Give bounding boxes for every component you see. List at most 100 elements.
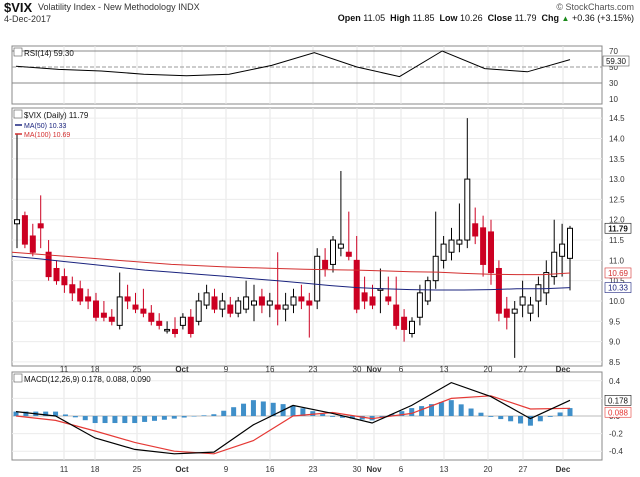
candle-body: [298, 296, 305, 302]
price-tick-label: 12.0: [609, 216, 625, 225]
macd-histogram-bar: [43, 411, 49, 416]
price-tick-label: 11.5: [609, 236, 625, 245]
x-tick-label-price: 6: [399, 365, 404, 374]
x-tick-label-price: 27: [519, 365, 528, 374]
chart-header: $VIX Volatility Index - New Methodology …: [0, 0, 640, 26]
candle-body: [45, 251, 52, 278]
candle-body: [440, 243, 447, 261]
candle-body: [385, 296, 392, 302]
macd-histogram-bar: [359, 416, 365, 420]
candle-body: [503, 308, 510, 318]
candle-body: [179, 316, 186, 326]
candle-body: [148, 312, 155, 322]
x-tick-label-price: 23: [309, 365, 318, 374]
x-tick-label-macd: 27: [519, 465, 528, 474]
candle-body: [164, 328, 171, 332]
chg-value: +0.36 (+3.15%): [571, 13, 634, 23]
signal-value-tag-text: 0.088: [608, 408, 629, 417]
candle-body: [519, 296, 526, 306]
candle-body: [85, 296, 92, 302]
candle-body: [369, 296, 376, 306]
macd-histogram-bar: [379, 416, 385, 418]
macd-histogram-bar: [300, 408, 306, 416]
macd-histogram-bar: [478, 412, 484, 416]
candle-body: [116, 296, 123, 326]
candle-body: [37, 223, 44, 229]
candle-body: [495, 267, 502, 314]
rsi-series-line: [15, 50, 571, 78]
macd-histogram-bar: [102, 416, 108, 424]
macd-histogram-bar: [488, 416, 494, 417]
candle-body: [511, 308, 518, 314]
symbol-description: Volatility Index - New Methodology INDX: [38, 2, 200, 12]
x-tick-label-price: 13: [440, 365, 449, 374]
macd-histogram-bar: [498, 416, 504, 420]
stockcharts-watermark: © StockCharts.com: [556, 2, 634, 12]
macd-histogram-bar: [310, 411, 316, 416]
candle-body: [401, 316, 408, 330]
candle-body: [551, 251, 558, 278]
candle-body: [203, 292, 210, 306]
price-legend-main: $VIX (Daily) 11.79: [24, 111, 89, 120]
macd-histogram-bar: [241, 403, 247, 416]
x-tick-label-price: Dec: [556, 365, 571, 374]
macd-histogram-bar: [448, 400, 454, 416]
macd-histogram-bar: [339, 416, 345, 418]
x-tick-label-macd: 9: [224, 465, 229, 474]
candle-body: [306, 300, 313, 306]
candle-body: [409, 320, 415, 334]
macd-histogram-bar: [211, 414, 217, 416]
macd-histogram-bar: [161, 416, 167, 420]
candle-body: [322, 259, 329, 269]
macd-signal-line: [15, 395, 571, 455]
price-tick-label: 10.0: [609, 297, 625, 306]
macd-histogram-bar: [112, 416, 118, 424]
macd-histogram-bar: [231, 407, 237, 416]
macd-histogram-bar: [171, 416, 177, 419]
x-tick-label-macd: 23: [309, 465, 318, 474]
price-legend-icon: [13, 109, 23, 119]
price-tick-label: 10.5: [609, 277, 625, 286]
x-tick-label-price: 20: [484, 365, 493, 374]
x-tick-label-price: 25: [133, 365, 142, 374]
candle-body: [488, 231, 494, 274]
rsi-legend-icon: [13, 47, 23, 57]
candle-body: [93, 300, 99, 318]
ohlc-readout: Open 11.05 High 11.85 Low 10.26 Close 11…: [338, 13, 634, 23]
macd-histogram-bar: [82, 416, 88, 421]
rsi-value-tag: [602, 55, 630, 67]
x-tick-label-macd: 25: [133, 465, 142, 474]
x-tick-label-price: Nov: [366, 365, 382, 374]
candle-body: [393, 304, 400, 326]
candle-body: [464, 178, 471, 241]
candle-body: [282, 304, 289, 310]
candle-body: [330, 239, 336, 265]
candle-body: [456, 239, 463, 245]
rsi-panel-frame: [11, 45, 603, 105]
candle-body: [337, 243, 344, 249]
candle-body: [219, 300, 226, 310]
candle-body: [258, 296, 265, 306]
macd-histogram-bar: [330, 416, 336, 417]
macd-histogram-bar: [132, 416, 138, 424]
candle-body: [432, 255, 439, 282]
candle-body: [361, 292, 368, 302]
chart-date: 4-Dec-2017: [4, 14, 52, 24]
price-tick-label: 12.5: [609, 195, 625, 204]
x-tick-label-price: 11: [60, 365, 69, 374]
macd-value-tag: [604, 395, 632, 406]
rsi-tick-label: 10: [609, 95, 618, 104]
macd-histogram-bar: [389, 414, 395, 416]
close-label: Close: [487, 13, 513, 23]
x-tick-label-macd: 11: [60, 465, 69, 474]
open-label: Open: [337, 13, 361, 23]
x-tick-label-macd: 30: [353, 465, 362, 474]
candle-body: [243, 296, 250, 310]
macd-histogram-bar: [508, 416, 514, 422]
macd-tick-label: 0.4: [609, 377, 621, 386]
rsi-tick-label: 50: [609, 63, 618, 72]
macd-histogram-bar: [92, 416, 98, 424]
macd-histogram-bar: [518, 416, 524, 424]
candle-body: [69, 284, 76, 294]
